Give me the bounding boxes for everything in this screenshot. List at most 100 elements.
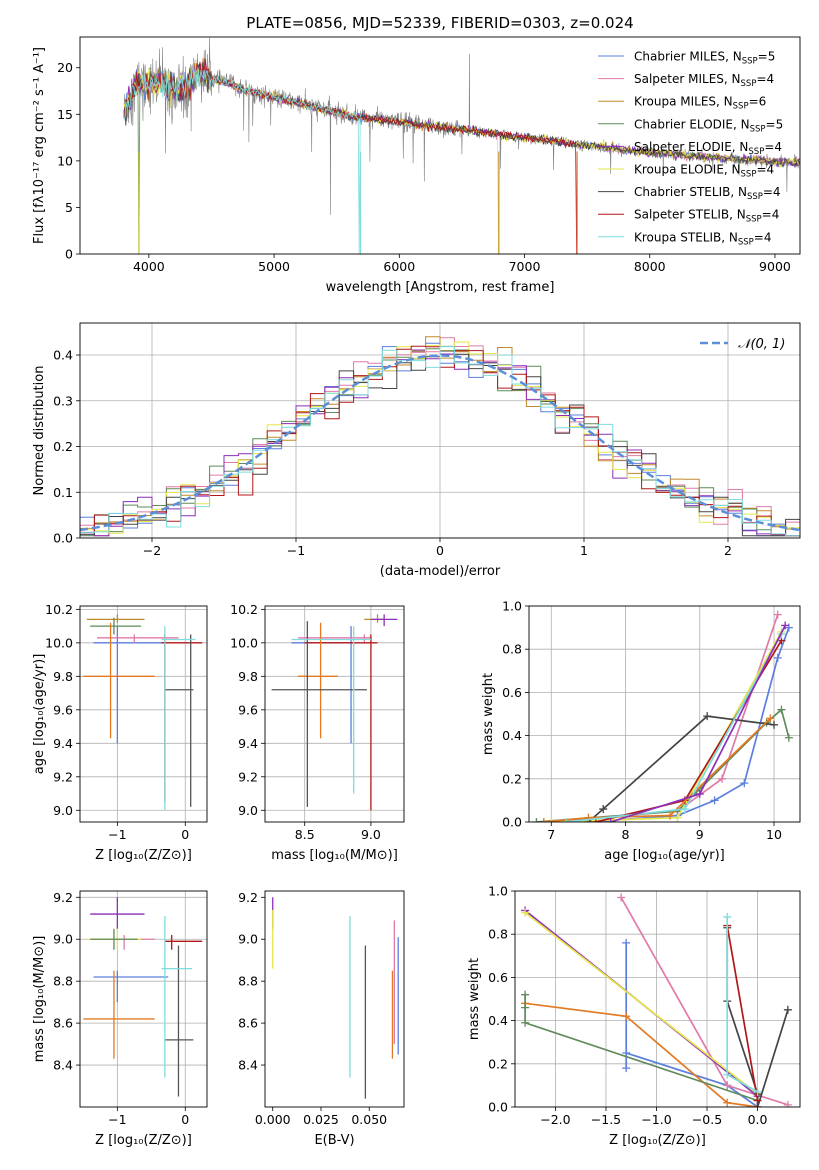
y-tick-label: 0.8 <box>502 642 522 657</box>
y-tick-label: 10.0 <box>45 635 73 650</box>
y-tick-label: 0.6 <box>488 970 508 985</box>
legend-suffix: =4 <box>763 185 781 199</box>
y-tick-label: 0.0 <box>53 531 73 546</box>
x-tick-label: 5000 <box>258 259 290 274</box>
axes-frame <box>79 890 208 1108</box>
legend-label: Chabrier ELODIE, NSSP=5 <box>634 117 783 134</box>
panel-residuals: −2 −1 0 1 2 0.0 0.1 0.2 0.3 0.4 (data-model)/error… <box>32 322 801 579</box>
weight-marker <box>784 733 793 742</box>
weight-line <box>566 633 783 822</box>
weight-marker <box>622 1012 631 1021</box>
x-axis-label: Z [log₁₀(Z/Z⊙)] <box>95 1133 192 1148</box>
y-tick-label: 0 <box>65 247 73 262</box>
y-tick-label: 0.4 <box>53 348 73 363</box>
weight-marker <box>532 818 541 822</box>
weight-marker <box>680 805 689 814</box>
legend-label: Kroupa MILES, NSSP=6 <box>634 95 766 112</box>
weight-line <box>726 925 759 1101</box>
y-tick-label: 9.0 <box>53 932 73 947</box>
weight-marker <box>770 720 779 729</box>
plot-area <box>529 606 800 822</box>
y-tick-label: 9.2 <box>53 890 73 905</box>
legend-suffix: =5 <box>758 50 776 64</box>
x-tick-label: 8000 <box>634 259 666 274</box>
y-tick-label: 8.4 <box>238 1058 258 1073</box>
y-tick-label: 9.4 <box>238 736 258 751</box>
x-tick-label: −0.5 <box>692 1112 722 1127</box>
weight-marker <box>666 811 675 820</box>
legend-name: Chabrier MILES, N <box>634 50 742 64</box>
y-tick-label: 9.2 <box>53 769 73 784</box>
legend-label: Chabrier MILES, NSSP=5 <box>634 50 775 67</box>
legend-label: Salpeter ELODIE, NSSP=4 <box>634 140 782 157</box>
weight-line <box>524 911 759 1095</box>
x-tick-label: −1 <box>108 1112 126 1127</box>
panel-weight-vs-Z: −2.0 −1.5 −1.0 −0.5 0.0 0.0 0.2 0.4 0.6 0.8 1.0 Z [… <box>467 884 801 1148</box>
x-axis-label: Z [log₁₀(Z/Z⊙)] <box>609 1133 706 1148</box>
y-tick-label: 0.3 <box>53 393 73 408</box>
axes-frame <box>264 605 405 823</box>
plot-area <box>265 606 404 822</box>
y-axis-label: mass [log₁₀(M/M⊙)] <box>32 936 47 1063</box>
plot-area <box>123 37 800 254</box>
weight-line <box>587 715 775 822</box>
legend-name: Kroupa ELODIE, N <box>634 163 741 177</box>
y-tick-label: 9.0 <box>238 803 258 818</box>
y-tick-label: 9.4 <box>53 736 73 751</box>
x-tick-label: 4000 <box>133 259 165 274</box>
panel-mass-vs-ebv: 0.000 0.025 0.050 8.4 8.6 8.8 9.0 9.2 E(B-V) <box>238 890 405 1148</box>
legend-sub: SSP <box>747 192 763 202</box>
legend-sub: SSP <box>733 102 749 112</box>
x-tick-label: −1 <box>287 543 305 558</box>
x-axis-label: Z [log₁₀(Z/Z⊙)] <box>95 848 192 863</box>
weight-marker <box>622 938 631 947</box>
x-tick-label: −1.0 <box>641 1112 671 1127</box>
y-tick-label: 5 <box>65 200 73 215</box>
y-tick-label: 0.1 <box>53 485 73 500</box>
weight-marker <box>723 1081 732 1090</box>
weight-marker <box>521 990 530 999</box>
axes-frame <box>514 890 801 1108</box>
legend-sub: SSP <box>738 237 754 247</box>
weight-marker <box>521 1003 530 1012</box>
weight-marker <box>723 1098 732 1107</box>
legend-suffix: =4 <box>756 163 774 177</box>
legend-name: Salpeter ELODIE, N <box>634 140 748 154</box>
weight-marker <box>753 1087 762 1096</box>
weight-marker <box>521 908 530 917</box>
legend-label: 𝒩(0, 1) <box>738 337 785 352</box>
histogram-step <box>80 346 800 537</box>
weight-marker <box>766 714 775 723</box>
x-tick-label: 8 <box>622 827 630 842</box>
y-tick-label: 0.2 <box>488 1056 508 1071</box>
panel-mass-vs-Z: −1 0 8.4 8.6 8.8 9.0 9.2 Z [log₁₀(Z/Z⊙)] mass [l… <box>32 890 208 1148</box>
axes-frame <box>79 36 801 255</box>
chart-title: PLATE=0856, MJD=52339, FIBERID=0303, z=0… <box>246 14 633 32</box>
x-tick-label: −1.5 <box>591 1112 621 1127</box>
legend-sub: SSP <box>742 57 758 67</box>
x-axis-label: age [log₁₀(age/yr)] <box>604 848 725 863</box>
y-tick-label: 9.6 <box>238 702 258 717</box>
x-tick-label: −1 <box>108 827 126 842</box>
weight-marker <box>599 805 608 814</box>
y-tick-label: 8.8 <box>53 974 73 989</box>
y-tick-label: 0.4 <box>488 1013 508 1028</box>
x-tick-label: 0.000 <box>255 1112 291 1127</box>
y-tick-label: 1.0 <box>488 884 508 899</box>
plot-area <box>80 891 207 1107</box>
weight-marker <box>740 779 749 788</box>
y-axis-label: mass weight <box>467 958 482 1040</box>
y-tick-label: 9.6 <box>53 702 73 717</box>
x-tick-label: 9000 <box>759 259 791 274</box>
weight-line <box>543 614 779 822</box>
y-tick-label: 10.2 <box>45 602 73 617</box>
legend-suffix: =4 <box>756 72 774 86</box>
weight-marker <box>783 1005 792 1014</box>
weight-marker <box>723 912 732 921</box>
plot-area <box>515 891 800 1107</box>
axes-frame <box>79 322 801 539</box>
legend-label: Chabrier STELIB, NSSP=4 <box>634 185 781 202</box>
x-tick-label: 1 <box>580 543 588 558</box>
legend-suffix: =6 <box>749 95 767 109</box>
y-tick-label: 0.8 <box>488 927 508 942</box>
